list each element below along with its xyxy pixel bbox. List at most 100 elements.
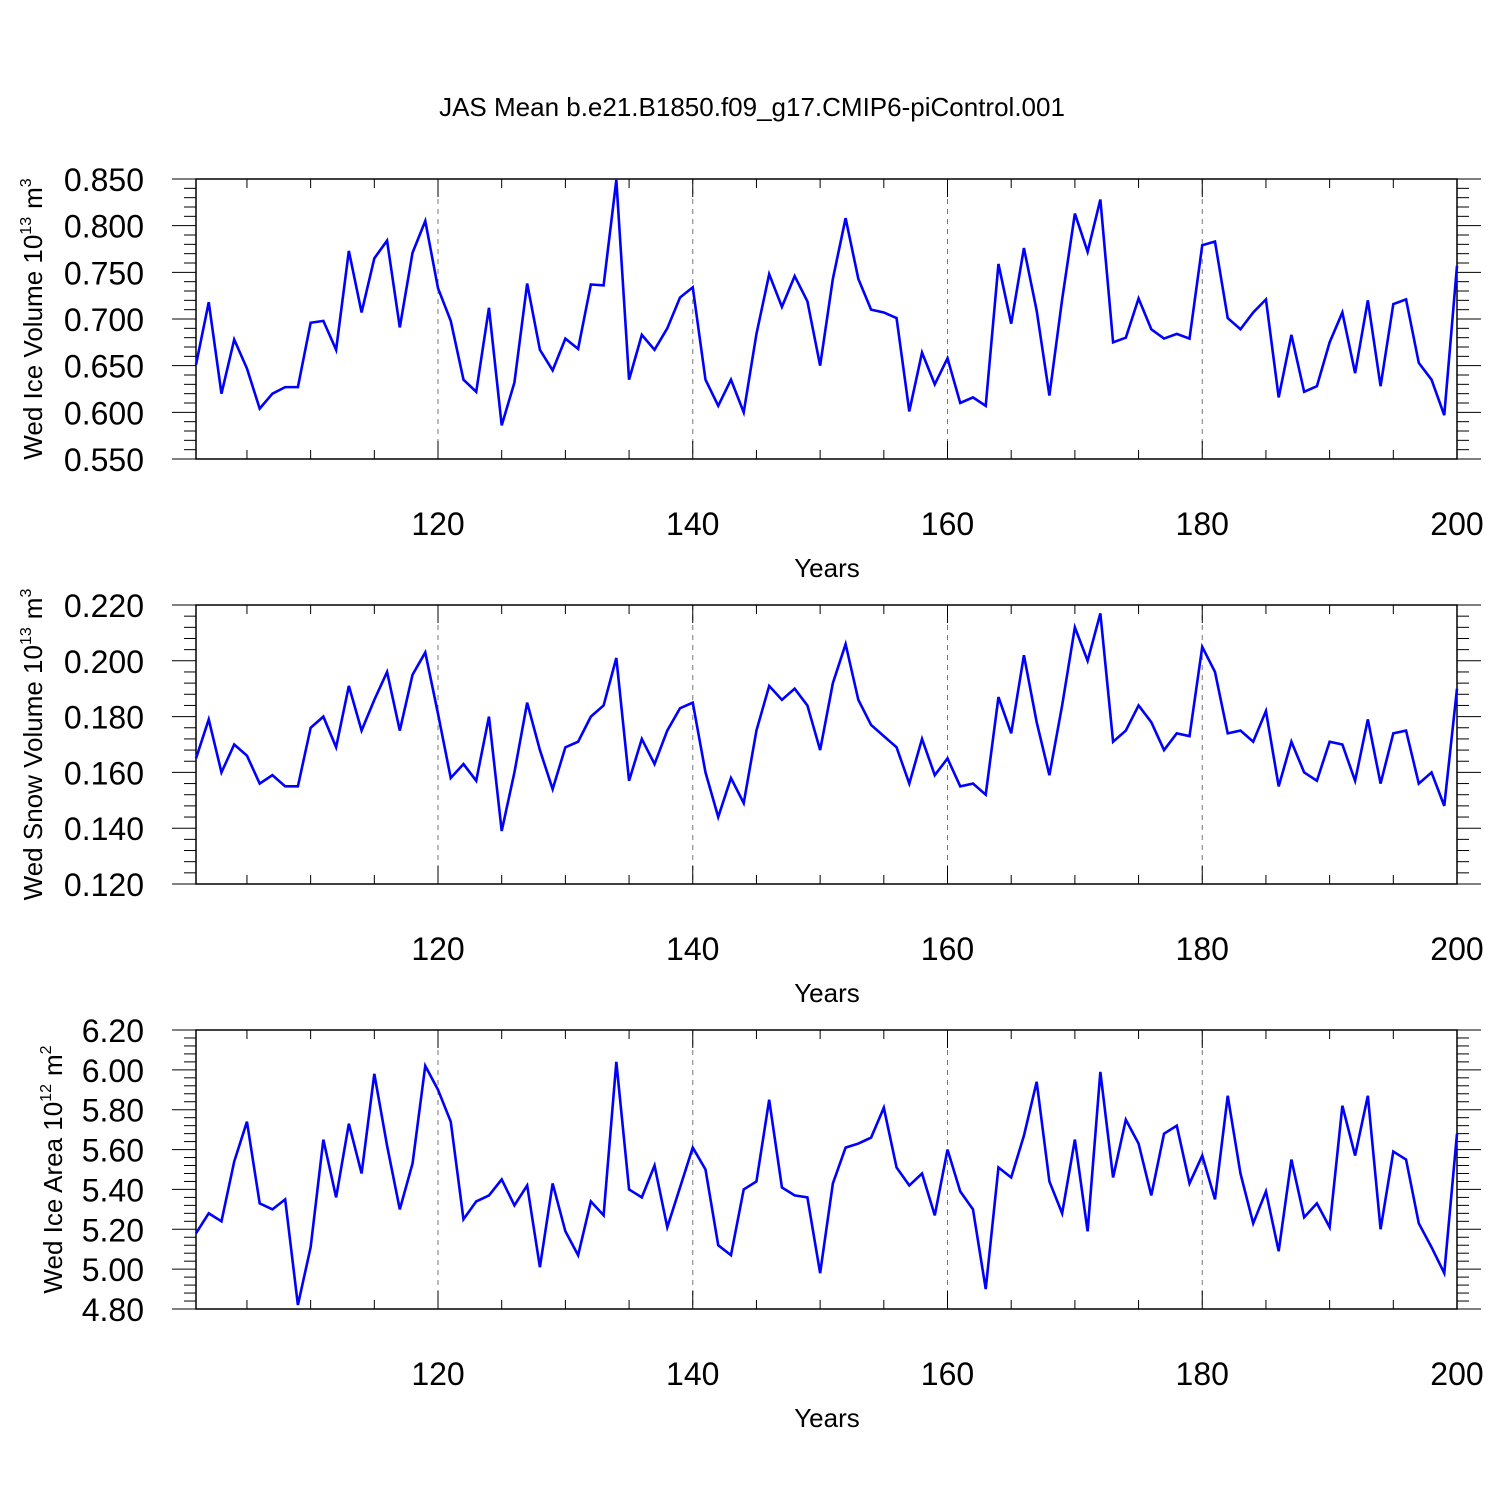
y-axis-label: Wed Ice Area 1012m2 (38, 1045, 68, 1293)
data-point (921, 738, 923, 740)
y-tick-label: 0.180 (64, 700, 144, 736)
data-point (1227, 1095, 1229, 1097)
y-tick-label: 5.80 (82, 1093, 144, 1129)
x-tick-label: 160 (921, 1356, 974, 1392)
data-point (577, 741, 579, 743)
data-point (1379, 1228, 1381, 1230)
data-point (1277, 396, 1279, 398)
data-point (1086, 1230, 1088, 1232)
data-point (819, 749, 821, 751)
x-axis-label: Years (794, 978, 860, 1008)
data-point (309, 322, 311, 324)
data-point (895, 1166, 897, 1168)
x-tick-label: 200 (1430, 1356, 1483, 1392)
data-point (870, 308, 872, 310)
data-point (1316, 1202, 1318, 1204)
data-point (462, 763, 464, 765)
y-tick-label: 0.120 (64, 867, 144, 903)
data-point (844, 217, 846, 219)
data-point (1035, 309, 1037, 311)
data-point (335, 349, 337, 351)
y-axis-label: Wed Snow Volume 1013m3 (18, 589, 48, 901)
data-point (755, 1180, 757, 1182)
data-point (1405, 729, 1407, 731)
data-point (1379, 782, 1381, 784)
data-point (895, 746, 897, 748)
data-point (1188, 1182, 1190, 1184)
data-point (399, 1208, 401, 1210)
data-point (1443, 414, 1445, 416)
data-point (195, 757, 197, 759)
data-point (717, 405, 719, 407)
data-point (1048, 774, 1050, 776)
data-point (997, 696, 999, 698)
data-point (297, 1304, 299, 1306)
data-point (1086, 251, 1088, 253)
data-point (908, 410, 910, 412)
data-point (692, 286, 694, 288)
data-point (1112, 1176, 1114, 1178)
data-point (424, 220, 426, 222)
y-axis-label: Wed Ice Volume 1013m3 (18, 178, 48, 459)
data-point (1125, 1118, 1127, 1120)
data-point (1099, 1071, 1101, 1073)
data-point (1074, 1138, 1076, 1140)
x-tick-label: 200 (1430, 506, 1483, 542)
data-point (1252, 741, 1254, 743)
data-point (844, 1146, 846, 1148)
data-point (730, 1254, 732, 1256)
data-point (577, 348, 579, 350)
data-point (1277, 785, 1279, 787)
data-point (1214, 1198, 1216, 1200)
data-point (704, 771, 706, 773)
data-point (284, 386, 286, 388)
x-tick-label: 140 (666, 506, 719, 542)
data-point (1227, 732, 1229, 734)
data-point (526, 282, 528, 284)
data-point (1048, 394, 1050, 396)
data-point (411, 674, 413, 676)
y-tick-label: 0.650 (64, 349, 144, 385)
data-point (1239, 1172, 1241, 1174)
data-point (1239, 729, 1241, 731)
data-point (309, 727, 311, 729)
data-point (870, 1136, 872, 1138)
y-tick-label: 0.550 (64, 442, 144, 478)
data-point (1405, 298, 1407, 300)
data-point (386, 1144, 388, 1146)
data-point (1328, 1226, 1330, 1228)
data-point (793, 688, 795, 690)
series-line (194, 1061, 1459, 1306)
data-point (704, 1168, 706, 1170)
x-tick-label: 120 (411, 931, 464, 967)
x-axis-label: Years (794, 1403, 860, 1433)
data-point (908, 782, 910, 784)
data-point (1265, 710, 1267, 712)
x-tick-label: 120 (411, 506, 464, 542)
chart-panel-3: 4.80 5.00 5.20 5.405.60 5.80 6.00 6.20 120 140 16… (38, 1013, 1484, 1433)
data-point (399, 326, 401, 328)
data-point (615, 179, 617, 181)
data-point (1316, 385, 1318, 387)
data-point (590, 1200, 592, 1202)
data-point (857, 1142, 859, 1144)
data-point (360, 311, 362, 313)
data-point (195, 364, 197, 366)
data-point (666, 729, 668, 731)
data-point (500, 830, 502, 832)
data-point (1023, 654, 1025, 656)
x-tick-label: 200 (1430, 931, 1483, 967)
y-tick-label: 5.40 (82, 1172, 144, 1208)
x-tick-label: 140 (666, 1356, 719, 1392)
data-point (1150, 328, 1152, 330)
data-point (1023, 247, 1025, 249)
data-point (1023, 1134, 1025, 1136)
data-point (755, 333, 757, 335)
x-tick-label: 180 (1176, 1356, 1229, 1392)
data-point (564, 337, 566, 339)
data-point (679, 707, 681, 709)
data-point (921, 351, 923, 353)
data-point (233, 1160, 235, 1162)
chart-panel-1: 0.550 0.600 0.650 0.700 0.750 0.800 0.850 120 14… (18, 162, 1484, 583)
